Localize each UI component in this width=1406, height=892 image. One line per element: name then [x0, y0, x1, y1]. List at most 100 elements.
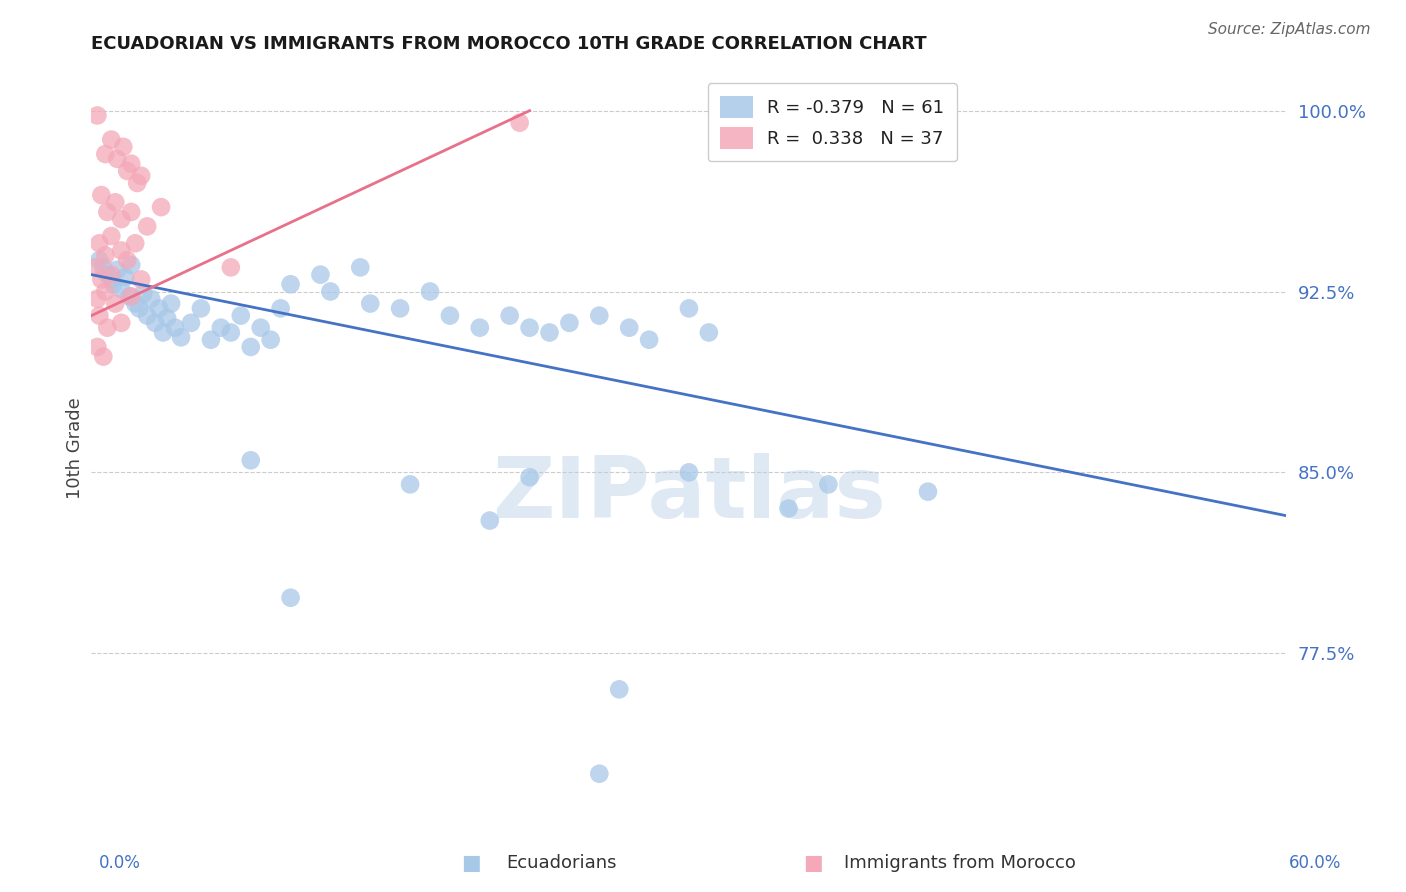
- Point: [209, 320, 232, 334]
- Legend: R = -0.379   N = 61, R =  0.338   N = 37: R = -0.379 N = 61, R = 0.338 N = 37: [707, 83, 957, 161]
- Point: [86, 292, 108, 306]
- Point: [110, 212, 132, 227]
- Point: [419, 285, 441, 299]
- Point: [110, 282, 132, 296]
- Text: ■: ■: [803, 853, 823, 872]
- Point: [389, 301, 412, 316]
- Point: [143, 316, 166, 330]
- Point: [100, 268, 122, 282]
- Point: [519, 320, 541, 334]
- Point: [163, 320, 186, 334]
- Point: [104, 195, 127, 210]
- Point: [478, 514, 501, 528]
- Point: [96, 205, 118, 219]
- Point: [156, 311, 179, 326]
- Point: [124, 296, 146, 310]
- Point: [917, 484, 939, 499]
- Point: [280, 277, 302, 292]
- Point: [136, 219, 159, 234]
- Text: ■: ■: [461, 853, 481, 872]
- Point: [349, 260, 371, 275]
- Text: Immigrants from Morocco: Immigrants from Morocco: [844, 854, 1076, 871]
- Point: [141, 292, 162, 306]
- Point: [817, 477, 839, 491]
- Point: [96, 320, 118, 334]
- Point: [127, 176, 149, 190]
- Point: [359, 296, 381, 310]
- Point: [110, 316, 132, 330]
- Point: [697, 326, 720, 340]
- Point: [678, 301, 700, 316]
- Point: [498, 309, 520, 323]
- Point: [150, 200, 173, 214]
- Point: [110, 244, 132, 258]
- Point: [93, 350, 114, 364]
- Point: [84, 260, 107, 275]
- Point: [538, 326, 561, 340]
- Text: Ecuadorians: Ecuadorians: [506, 854, 617, 871]
- Point: [468, 320, 491, 334]
- Point: [94, 285, 117, 299]
- Point: [100, 229, 122, 244]
- Point: [229, 309, 252, 323]
- Point: [89, 309, 111, 323]
- Point: [588, 309, 610, 323]
- Point: [94, 147, 117, 161]
- Text: 0.0%: 0.0%: [98, 854, 141, 871]
- Point: [100, 132, 122, 146]
- Point: [219, 260, 242, 275]
- Point: [607, 682, 630, 697]
- Point: [309, 268, 332, 282]
- Point: [105, 152, 128, 166]
- Point: [519, 470, 541, 484]
- Point: [638, 333, 661, 347]
- Point: [105, 262, 128, 277]
- Point: [94, 248, 117, 262]
- Text: Source: ZipAtlas.com: Source: ZipAtlas.com: [1208, 22, 1371, 37]
- Point: [96, 268, 118, 282]
- Point: [170, 330, 193, 344]
- Point: [90, 188, 112, 202]
- Point: [86, 108, 108, 122]
- Point: [259, 333, 281, 347]
- Point: [558, 316, 581, 330]
- Point: [114, 270, 136, 285]
- Point: [190, 301, 212, 316]
- Point: [619, 320, 641, 334]
- Point: [103, 277, 125, 292]
- Text: 60.0%: 60.0%: [1288, 854, 1341, 871]
- Point: [115, 253, 138, 268]
- Point: [104, 296, 127, 310]
- Point: [120, 258, 142, 272]
- Point: [93, 260, 114, 275]
- Point: [152, 326, 174, 340]
- Point: [319, 285, 342, 299]
- Y-axis label: 10th Grade: 10th Grade: [66, 397, 84, 500]
- Point: [200, 333, 222, 347]
- Point: [399, 477, 422, 491]
- Point: [160, 296, 183, 310]
- Point: [280, 591, 302, 605]
- Point: [89, 253, 111, 268]
- Point: [100, 272, 122, 286]
- Point: [118, 289, 141, 303]
- Point: [90, 272, 112, 286]
- Point: [128, 301, 150, 316]
- Point: [120, 157, 142, 171]
- Point: [778, 501, 800, 516]
- Point: [678, 466, 700, 480]
- Point: [239, 453, 262, 467]
- Point: [219, 326, 242, 340]
- Point: [129, 272, 152, 286]
- Point: [124, 236, 146, 251]
- Point: [132, 286, 155, 301]
- Point: [588, 766, 610, 780]
- Point: [89, 236, 111, 251]
- Point: [148, 301, 170, 316]
- Point: [239, 340, 262, 354]
- Point: [120, 205, 142, 219]
- Point: [129, 169, 152, 183]
- Text: ZIPatlas: ZIPatlas: [492, 453, 886, 536]
- Point: [120, 289, 142, 303]
- Point: [115, 164, 138, 178]
